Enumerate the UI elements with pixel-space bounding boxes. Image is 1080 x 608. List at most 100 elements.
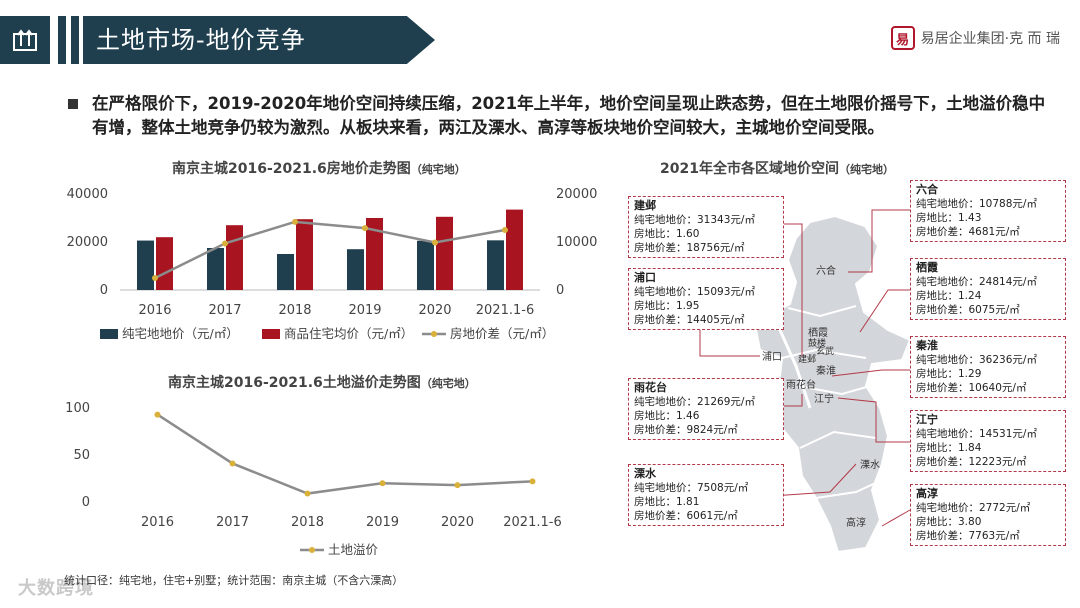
point-price-diff (362, 225, 368, 232)
district-name: 溧水 (634, 467, 656, 480)
map-label-qixia: 栖霞 (808, 326, 828, 339)
legend-label-premium: 土地溢价 (328, 542, 379, 557)
district-card-gaochun: 高淳 纯宅地地价：2772元/㎡ 房地比：3.80 房地价差：7763元/㎡ (910, 484, 1066, 546)
map-label-qinhuai: 秦淮 (816, 364, 836, 377)
district-ratio: 房地比：1.84 (916, 442, 982, 454)
district-card-jiangning: 江宁 纯宅地地价：14531元/㎡ 房地比：1.84 房地价差：12223元/㎡ (910, 410, 1066, 472)
y-tick-label: 100 (65, 401, 90, 416)
district-ratio: 房地比：1.24 (916, 290, 982, 302)
district-name: 浦口 (634, 271, 656, 284)
chart2-title: 南京主城2016-2021.6土地溢价走势图（纯宅地） (168, 372, 476, 392)
leader-line-qinhuai (831, 369, 910, 377)
point-land-premium (379, 480, 386, 487)
district-price-diff: 房地价差：10640元/㎡ (916, 382, 1027, 394)
point-land-premium (529, 478, 536, 485)
district-price-diff: 房地价差：12223元/㎡ (916, 456, 1027, 468)
bar-land-price (417, 240, 434, 290)
map-title-main: 2021年全市各区域地价空间 (660, 161, 839, 177)
legend-swatch-house (262, 329, 280, 339)
x-tick-label: 2021.1-6 (476, 303, 534, 318)
district-land-price: 纯宅地地价：31343元/㎡ (634, 214, 755, 226)
map-label-gaochun: 高淳 (846, 516, 866, 529)
brand-logo: 易 易居企业集团·克 而 瑞 (890, 26, 1060, 50)
district-price-diff: 房地价差：4681元/㎡ (916, 226, 1020, 238)
point-price-diff (152, 275, 158, 281)
district-card-yuhuatai: 雨花台 纯宅地地价：21269元/㎡ 房地比：1.46 房地价差：9824元/㎡ (628, 378, 784, 440)
point-land-premium (154, 411, 161, 418)
legend-label-diff: 房地价差（元/㎡） (450, 326, 554, 341)
bar-house-price (296, 219, 313, 290)
bar-land-price (277, 254, 294, 290)
y-tick-label: 0 (100, 283, 108, 298)
district-ratio: 房地比：1.60 (634, 228, 700, 240)
map-label-liuhe: 六合 (816, 264, 836, 277)
district-price-diff: 房地价差：9824元/㎡ (634, 424, 738, 436)
header-bar (58, 16, 66, 64)
header-bar (71, 16, 79, 64)
bar-house-price (436, 216, 453, 290)
line-price-diff (154, 220, 506, 280)
bar-land-price (487, 240, 504, 290)
y2-tick-label: 20000 (556, 187, 597, 202)
map-label-xuanwu: 玄武 (816, 345, 834, 357)
x-tick-label: 2019 (366, 515, 399, 530)
district-ratio: 房地比：1.43 (916, 212, 982, 224)
district-land-price: 纯宅地地价：36236元/㎡ (916, 354, 1037, 366)
district-price-diff: 房地价差：6075元/㎡ (916, 304, 1020, 316)
leader-line-jiangning (837, 397, 910, 443)
logo-mark: 易 (890, 26, 915, 50)
leader-line-pukou (699, 328, 760, 357)
legend-swatch-land (100, 329, 118, 339)
price-trend-chart: 40000 20000 0 20000 10000 0 2016 2017 2018 2019 20… (67, 187, 598, 341)
map-label-lishui: 溧水 (860, 458, 880, 471)
point-land-premium (454, 482, 461, 489)
x-tick-label: 2016 (138, 303, 171, 318)
header-title-banner (83, 16, 435, 64)
map-title: 2021年全市各区域地价空间（纯宅地） (660, 158, 894, 178)
x-tick-label: 2018 (291, 515, 324, 530)
district-land-price: 纯宅地地价：14531元/㎡ (916, 428, 1037, 440)
logo-text: 易居企业集团·克 而 瑞 (920, 31, 1060, 47)
y-tick-label: 40000 (67, 187, 108, 202)
point-land-premium (304, 490, 311, 497)
legend-label-land: 纯宅地地价（元/㎡） (122, 326, 239, 341)
map-label-pukou: 浦口 (762, 350, 782, 363)
x-tick-label: 2019 (348, 303, 381, 318)
district-card-lishui: 溧水 纯宅地地价：7508元/㎡ 房地比：1.81 房地价差：6061元/㎡ (628, 464, 784, 526)
district-land-price: 纯宅地地价：21269元/㎡ (634, 396, 755, 408)
district-card-liuhe: 六合 纯宅地地价：10788元/㎡ 房地比：1.43 房地价差：4681元/㎡ (910, 180, 1066, 242)
map-title-small: （纯宅地） (838, 163, 894, 176)
district-land-price: 纯宅地地价：24814元/㎡ (916, 276, 1037, 288)
map-label-jianye: 建邺 (798, 353, 816, 365)
district-ratio: 房地比：1.29 (916, 368, 982, 380)
district-card-qinhuai: 秦淮 纯宅地地价：36236元/㎡ 房地比：1.29 房地价差：10640元/㎡ (910, 336, 1066, 398)
district-card-qixia: 栖霞 纯宅地地价：24814元/㎡ 房地比：1.24 房地价差：6075元/㎡ (910, 258, 1066, 320)
point-price-diff (502, 227, 508, 233)
district-price-diff: 房地价差：6061元/㎡ (634, 510, 738, 522)
district-land-price: 纯宅地地价：2772元/㎡ (916, 502, 1031, 514)
point-price-diff (222, 240, 228, 247)
district-name: 六合 (916, 183, 938, 196)
map-label-jiangning: 江宁 (814, 392, 834, 405)
map-boundary (781, 305, 883, 499)
chart1-title-main: 南京主城2016-2021.6房地价走势图 (172, 161, 411, 177)
bar-land-price (347, 249, 364, 290)
bar-house-price (506, 209, 523, 290)
y2-tick-label: 10000 (556, 235, 597, 250)
district-land-price: 纯宅地地价：10788元/㎡ (916, 198, 1037, 210)
chart1-title: 南京主城2016-2021.6房地价走势图（纯宅地） (172, 158, 466, 178)
map-label-gulou: 鼓楼 (808, 337, 826, 349)
bar-house-price (366, 218, 383, 290)
x-tick-label: 2020 (418, 303, 451, 318)
bar-house-price (226, 225, 243, 290)
district-land-price: 纯宅地地价：7508元/㎡ (634, 482, 749, 494)
upload-icon (13, 29, 37, 51)
leader-line-qixia (859, 289, 910, 333)
map-label-yuhuatai: 雨花台 (786, 378, 816, 391)
district-name: 雨花台 (634, 381, 667, 394)
bullet-square-icon (68, 99, 78, 109)
leader-line-liuhe (848, 209, 910, 273)
point-price-diff (432, 239, 438, 246)
x-tick-label: 2017 (216, 515, 249, 530)
chart1-title-small: （纯宅地） (410, 163, 466, 176)
